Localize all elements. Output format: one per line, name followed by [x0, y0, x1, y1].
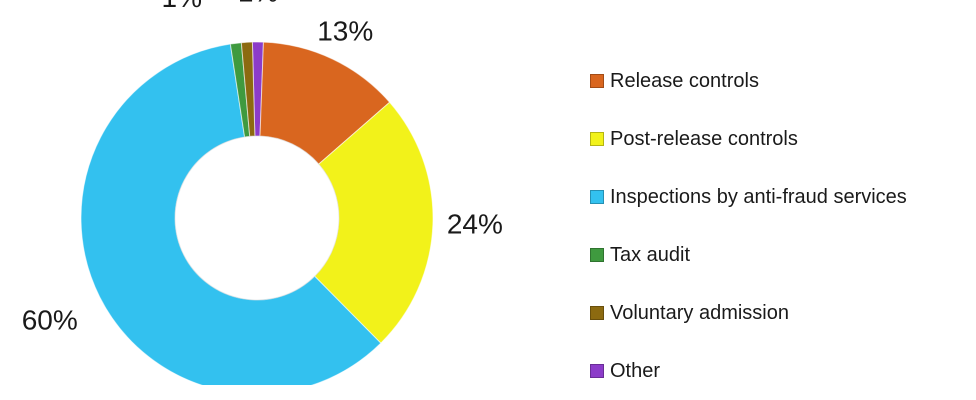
legend-swatch	[590, 190, 604, 204]
data-label-inspections-by-anti-fraud-services: 60%	[22, 305, 78, 336]
donut-chart-svg: 1%13%24%60%1%1%	[22, 0, 503, 385]
donut-hole	[174, 135, 340, 301]
legend-item-voluntary-admission: Voluntary admission	[590, 284, 970, 342]
donut-chart: 1%13%24%60%1%1%	[22, 0, 503, 385]
legend-item-inspections-by-anti-fraud-services: Inspections by anti-fraud services	[590, 168, 970, 226]
legend-label: Other	[610, 359, 661, 382]
legend-swatch	[590, 364, 604, 378]
legend-label: Post-release controls	[610, 127, 798, 150]
legend-item-tax-audit: Tax audit	[590, 226, 970, 284]
data-label-voluntary-admission: 1%	[200, 0, 240, 2]
legend-swatch	[590, 132, 604, 146]
chart-legend: Release controls Post-release controls Ins…	[590, 52, 970, 400]
legend-label: Release controls	[610, 69, 759, 92]
donut-slices	[80, 41, 434, 385]
legend-swatch	[590, 74, 604, 88]
legend-label: Voluntary admission	[610, 301, 789, 324]
legend-item-post-release-controls: Post-release controls	[590, 110, 970, 168]
legend-label: Inspections by anti-fraud services	[610, 185, 907, 208]
legend-swatch	[590, 248, 604, 262]
legend-item-other: Other	[590, 342, 970, 400]
data-label-other: 1%	[238, 0, 278, 7]
data-label-tax-audit: 1%	[162, 0, 202, 13]
legend-label: Tax audit	[610, 243, 691, 266]
legend-swatch	[590, 306, 604, 320]
legend-item-release-controls: Release controls	[590, 52, 970, 110]
data-label-release-controls: 13%	[317, 15, 373, 46]
data-label-post-release-controls: 24%	[447, 208, 503, 239]
donut-labels: 1%13%24%60%1%1%	[22, 0, 503, 336]
